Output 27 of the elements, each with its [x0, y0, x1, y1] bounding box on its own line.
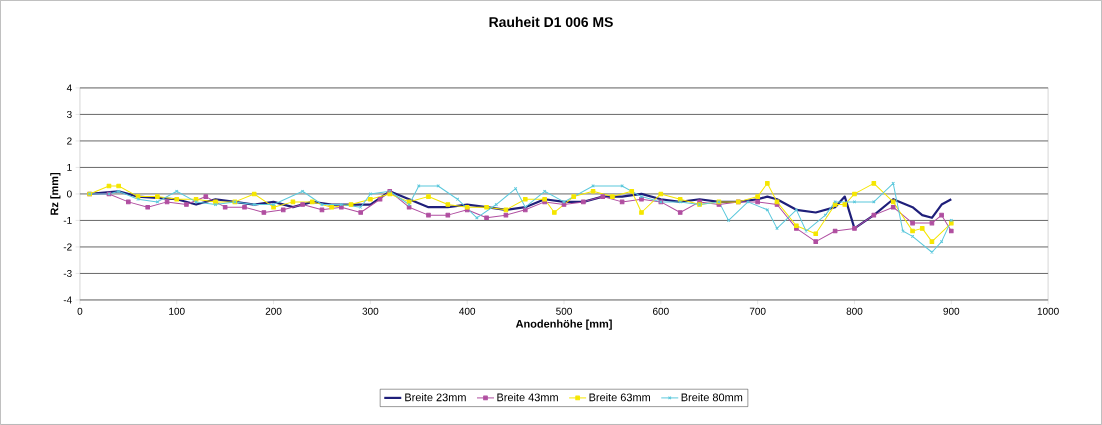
y-axis-title: Rz [mm]	[50, 173, 61, 215]
y-tick-label: -3	[63, 269, 72, 278]
x-tick-label: 600	[653, 307, 669, 315]
y-tick-label: -1	[63, 217, 72, 224]
legend-label: Breite 43mm	[497, 393, 558, 402]
x-tick-label: 0	[77, 307, 83, 315]
legend-label: Breite 63mm	[589, 393, 651, 402]
x-axis-title: Anodenhöhe [mm]	[515, 319, 612, 330]
y-tick-label: 0	[67, 190, 72, 198]
y-tick-label: -2	[63, 243, 72, 251]
y-tick-label: 4	[66, 84, 72, 92]
x-tick-label: 200	[265, 307, 282, 315]
x-tick-label: 300	[362, 307, 379, 315]
y-tick-label: 3	[66, 110, 72, 119]
x-tick-label: 900	[943, 307, 960, 315]
legend-label: Breite 23mm	[405, 393, 466, 402]
x-tick-label: 100	[169, 307, 185, 315]
x-tick-label: 700	[749, 307, 766, 315]
chart-title: Rauheit D1 006 MS	[489, 16, 613, 28]
legend-label: Breite 80mm	[681, 393, 743, 402]
y-tick-label: -4	[63, 296, 72, 304]
x-tick-label: 1000	[1037, 307, 1059, 315]
x-tick-label: 800	[846, 307, 863, 315]
y-tick-label: 1	[67, 164, 72, 171]
x-tick-label: 500	[556, 307, 572, 315]
x-tick-label: 400	[459, 307, 476, 315]
y-tick-label: 2	[67, 137, 72, 145]
